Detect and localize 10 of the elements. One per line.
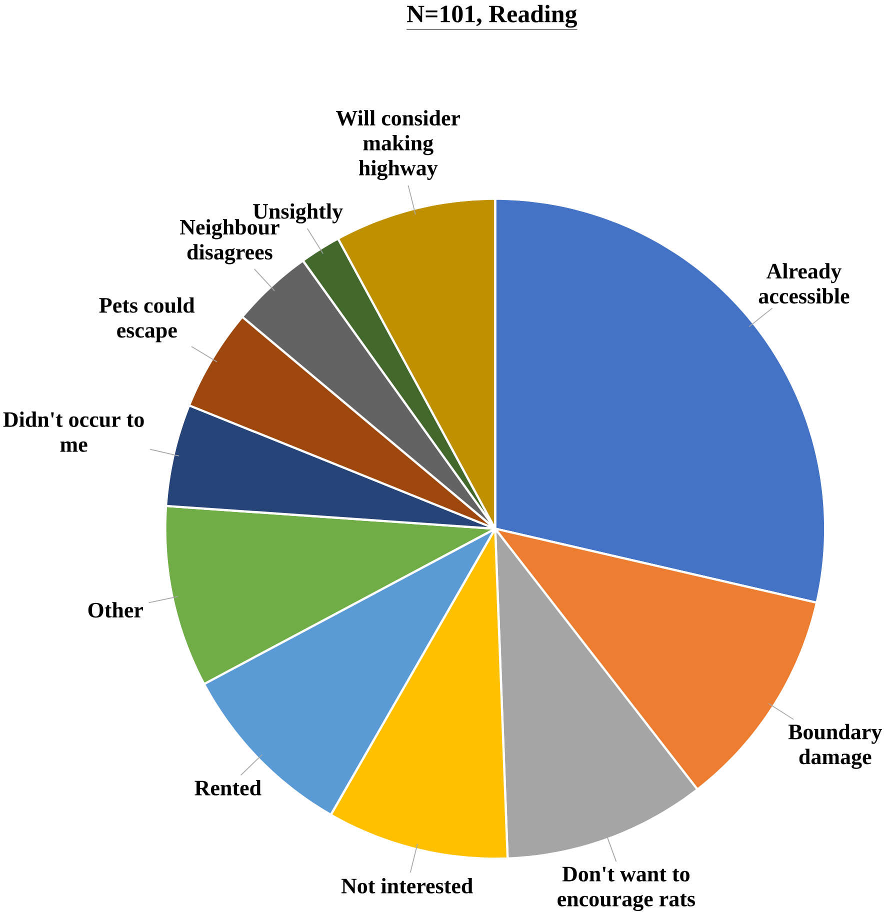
slice-label: Already accessible	[758, 263, 850, 304]
slice-label: Will consider making highway	[336, 110, 460, 180]
slice-label: Pets could escape	[99, 297, 195, 342]
slice-label: Didn't occur to me	[3, 412, 144, 452]
chart-title: N=101, Reading	[406, 4, 577, 28]
slice-label: Other	[88, 602, 143, 618]
slice-label: Don't want to encourage rats	[558, 866, 695, 912]
slice-label: Rented	[194, 780, 262, 796]
slice-label: Boundary damage	[788, 724, 882, 769]
slice-label: Not interested	[341, 878, 473, 894]
